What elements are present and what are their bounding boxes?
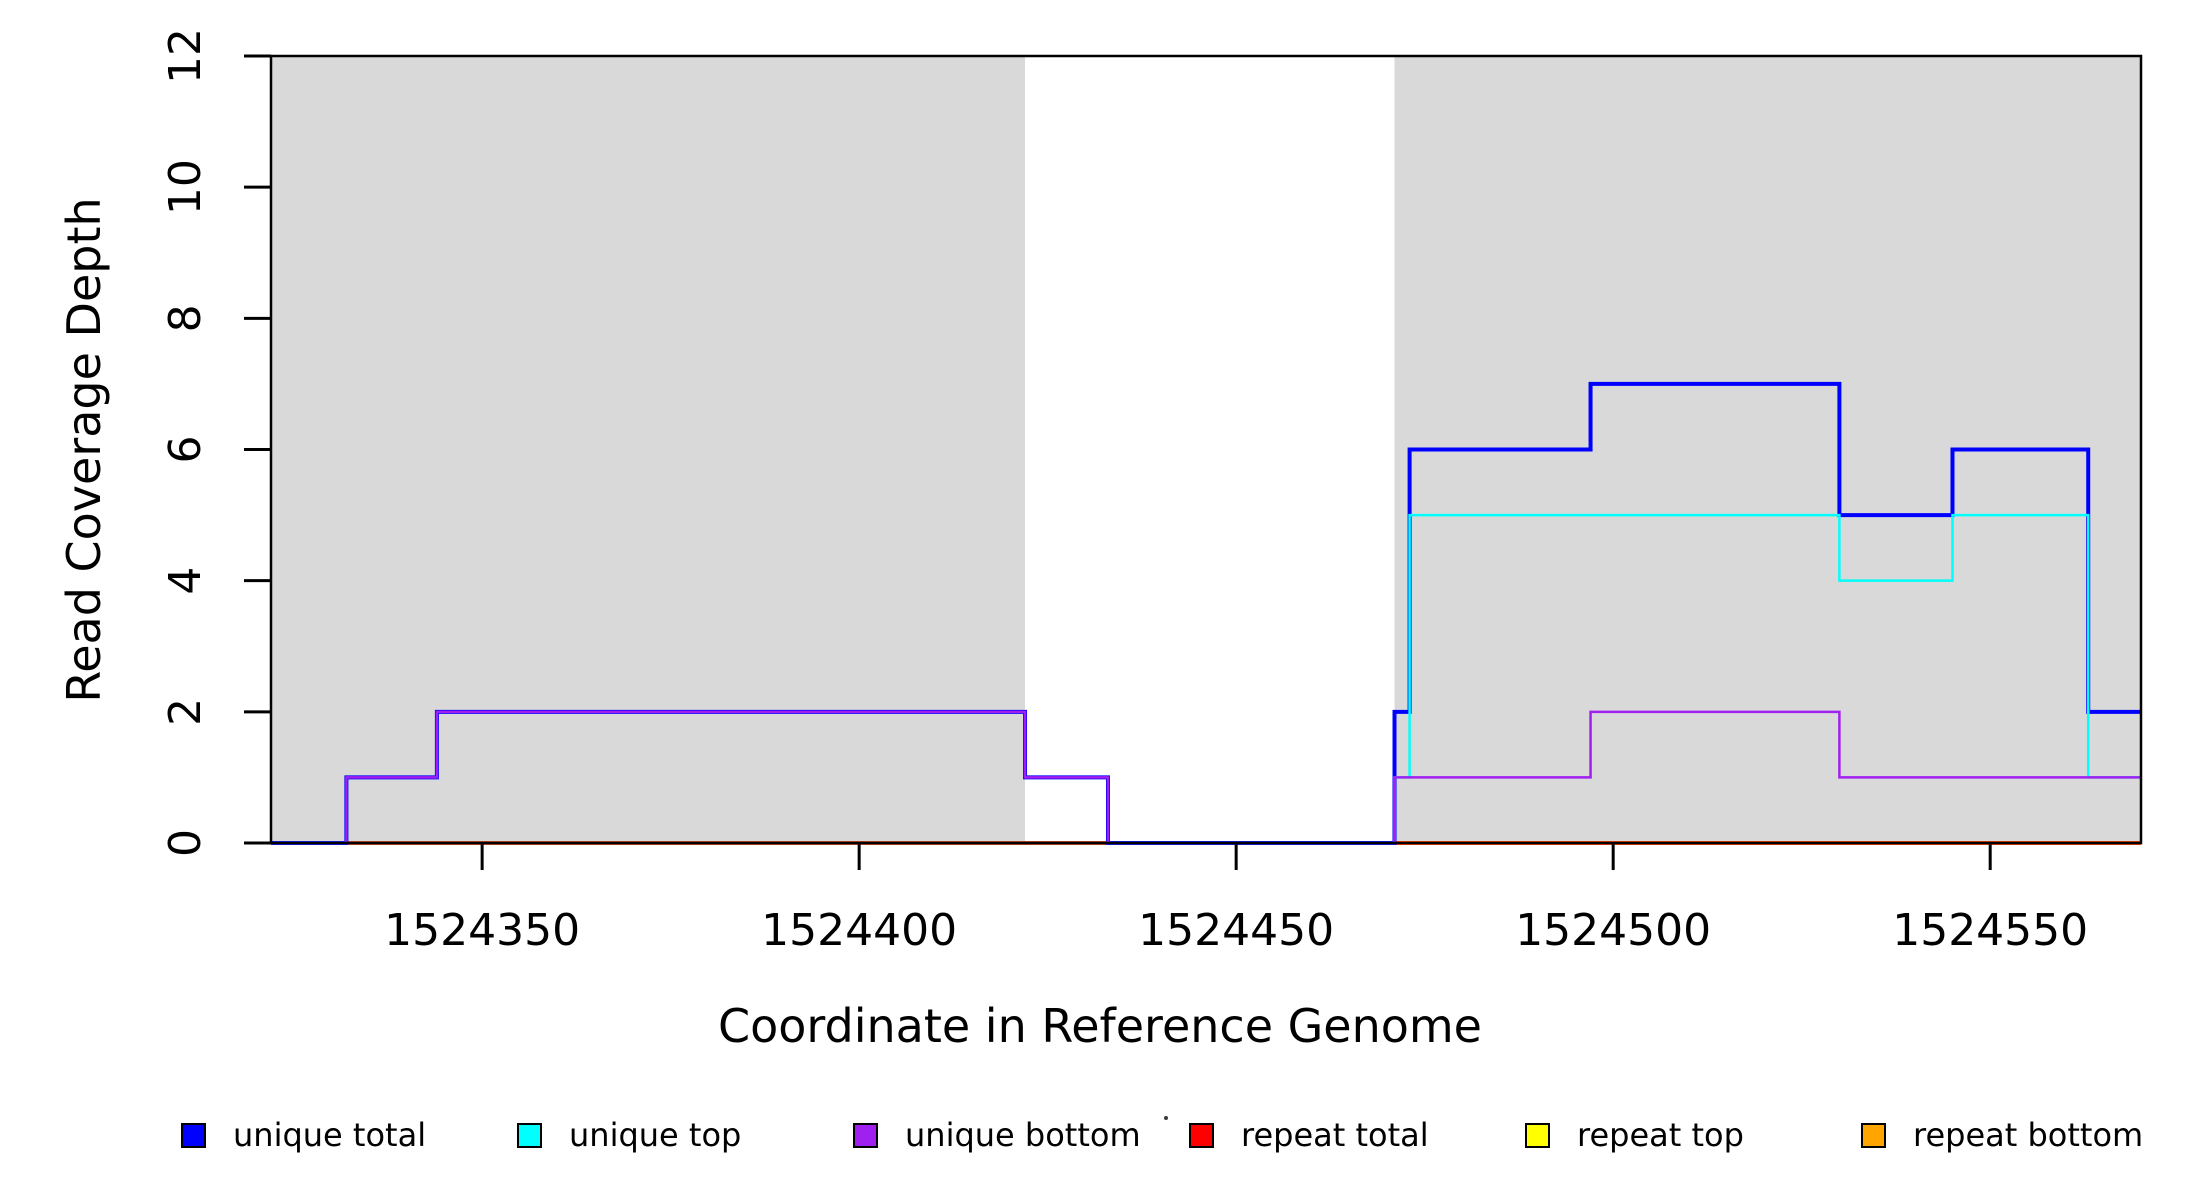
- legend-label: unique top: [569, 1116, 742, 1154]
- series-line-unique-bottom: [271, 710, 2141, 845]
- x-tick-label: 1524500: [1515, 905, 1711, 956]
- legend-item-repeat-bottom: repeat bottom: [1861, 1116, 2144, 1154]
- y-tick-label: 6: [160, 436, 211, 464]
- legend-item-unique-top: unique top: [517, 1116, 742, 1154]
- y-tick-label: 0: [160, 829, 211, 857]
- y-tick-label: 10: [160, 159, 211, 215]
- legend-swatch-unique-top: [517, 1122, 542, 1148]
- legend-label: unique total: [233, 1116, 427, 1154]
- x-tick-label: 1524400: [761, 905, 957, 956]
- legend-label: repeat top: [1577, 1116, 1744, 1154]
- legend-item-repeat-top: repeat top: [1525, 1116, 1744, 1154]
- legend-label: repeat total: [1241, 1116, 1429, 1154]
- x-tick-label: 1524350: [384, 905, 580, 956]
- y-tick-label: 4: [160, 567, 211, 595]
- shaded-region: [271, 56, 1026, 843]
- y-tick-label: 2: [160, 698, 211, 726]
- legend-label: repeat bottom: [1913, 1116, 2144, 1154]
- legend-item-unique-total: unique total: [181, 1116, 427, 1154]
- legend-swatch-unique-total: [181, 1122, 206, 1148]
- y-tick-label: 8: [160, 304, 211, 332]
- legend-item-repeat-total: repeat total: [1189, 1116, 1429, 1154]
- legend-item-unique-bottom: unique bottom: [853, 1116, 1141, 1154]
- legend-swatch-unique-bottom: [853, 1122, 878, 1148]
- x-axis-title: Coordinate in Reference Genome: [718, 999, 1482, 1053]
- y-tick-label: 12: [160, 28, 211, 84]
- x-tick-label: 1524450: [1138, 905, 1334, 956]
- legend-swatch-repeat-total: [1189, 1122, 1214, 1148]
- y-axis-title: Read Coverage Depth: [57, 197, 111, 703]
- legend-swatch-repeat-bottom: [1861, 1122, 1886, 1148]
- x-tick-label: 1524550: [1892, 905, 2088, 956]
- stray-dot-mark: [1164, 1116, 1168, 1120]
- legend-swatch-repeat-top: [1525, 1122, 1550, 1148]
- legend-label: unique bottom: [905, 1116, 1141, 1154]
